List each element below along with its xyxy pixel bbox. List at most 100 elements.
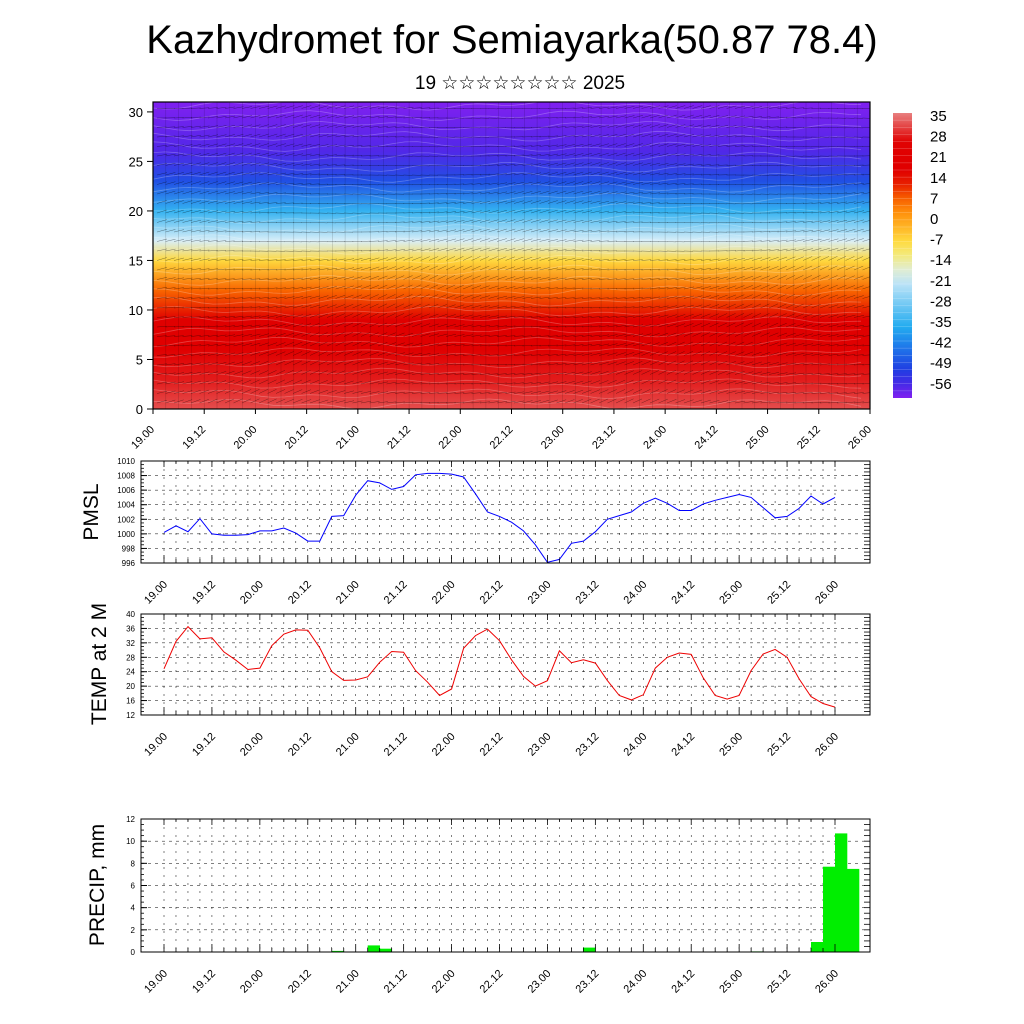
wind-barb [700, 351, 711, 356]
wind-barb [292, 305, 303, 309]
wind-barb [573, 162, 584, 166]
wind-barb [700, 370, 711, 375]
wind-barb [403, 313, 413, 318]
wind-barb [777, 126, 788, 128]
wind-barb [590, 362, 601, 366]
wind-barb [377, 342, 388, 347]
wind-barb [581, 230, 593, 233]
wind-barb [845, 354, 856, 356]
wind-barb [199, 287, 210, 290]
wind-barb [692, 144, 703, 147]
wind-barb [301, 332, 311, 337]
wind-barb [862, 373, 870, 375]
wind-barb [530, 200, 541, 204]
wind-barb [258, 143, 269, 147]
wind-barb [156, 209, 167, 214]
wind-barb [216, 134, 227, 138]
wind-barb [522, 382, 533, 385]
wind-barb [522, 200, 533, 204]
wind-barb [607, 379, 617, 385]
wind-barb [675, 323, 686, 328]
wind-barb [717, 164, 728, 166]
wind-barb [360, 351, 371, 356]
wind-barb [743, 135, 754, 138]
wind-barb [496, 391, 507, 394]
wind-barb [802, 248, 813, 252]
wind-barb [258, 296, 269, 299]
wind-barb [794, 239, 805, 242]
wind-barb [156, 190, 167, 195]
wind-barb [700, 144, 712, 147]
wind-barb [403, 275, 413, 280]
wind-barb [301, 183, 312, 185]
wind-barb [437, 343, 448, 347]
wind-barb [445, 229, 457, 233]
wind-barb [598, 380, 609, 385]
wind-barb [513, 363, 524, 366]
wind-barb [241, 352, 252, 356]
wind-barb [207, 380, 218, 385]
wind-barb [819, 304, 830, 309]
wind-barb [292, 183, 303, 185]
wind-barb [369, 322, 379, 328]
wind-barb [862, 335, 870, 337]
isotherm-line [153, 213, 862, 224]
wind-barb [828, 256, 838, 261]
wind-barb [445, 192, 456, 195]
wind-barb [760, 257, 771, 261]
wind-barb [394, 352, 405, 356]
wind-barb [284, 398, 294, 404]
wind-barb [700, 267, 712, 271]
wind-barb [632, 105, 644, 109]
wind-barb [862, 229, 870, 233]
wind-barb [488, 392, 499, 394]
wind-barb [632, 315, 644, 318]
y-tick-label: 1002 [117, 515, 135, 524]
wind-barb [700, 124, 711, 128]
wind-barb [454, 284, 464, 290]
wind-barb [335, 276, 346, 280]
wind-barb [802, 372, 813, 375]
wind-barb [649, 323, 660, 328]
wind-barb [411, 313, 422, 318]
wind-barb [709, 351, 719, 356]
wind-barb [258, 133, 269, 138]
wind-barb [309, 183, 320, 185]
wind-barb [777, 284, 787, 290]
wind-barb [428, 401, 439, 404]
wind-barb [539, 257, 550, 261]
wind-barb [632, 124, 643, 128]
precip-bar [847, 868, 860, 952]
wind-barb [726, 145, 737, 147]
wind-barb [250, 221, 261, 223]
wind-barb [666, 399, 677, 404]
wind-barb [377, 275, 388, 280]
colorbar-label: -21 [930, 273, 952, 290]
wind-barb [615, 191, 627, 195]
wind-barb [403, 284, 413, 290]
wind-barb [394, 266, 405, 271]
wind-barb [284, 360, 294, 366]
y-tick-label: 1000 [117, 530, 135, 539]
wind-barb [615, 259, 626, 261]
wind-barb [598, 171, 609, 176]
wind-barb [828, 192, 839, 195]
wind-barb [513, 256, 524, 261]
wind-barb [615, 315, 626, 318]
wind-barb [836, 285, 847, 290]
wind-barb [258, 221, 269, 223]
wind-barb [190, 162, 201, 166]
wind-barb [692, 183, 703, 185]
wind-barb [352, 125, 363, 128]
wind-barb [250, 201, 261, 204]
wind-barb [505, 266, 516, 271]
wind-barb [326, 258, 338, 261]
wind-barb [853, 247, 864, 252]
wind-barb [632, 389, 643, 394]
wind-barb [726, 322, 736, 328]
wind-barb [428, 202, 439, 204]
wind-barb [700, 341, 711, 347]
wind-barb [207, 258, 219, 261]
wind-barb [369, 240, 380, 242]
wind-barb [581, 107, 592, 109]
